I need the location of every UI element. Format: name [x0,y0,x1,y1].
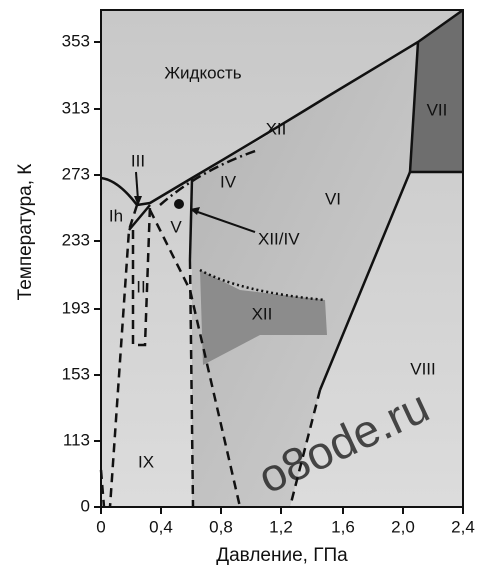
boundary [108,204,139,508]
region-vi-shade [192,42,418,507]
annotation: XII/IV [258,229,300,248]
x-tick-label: 0,8 [209,517,233,536]
boundary [188,259,195,508]
region-label: VII [427,100,448,119]
arrow-head [190,207,200,215]
y-tick-label: 113 [63,430,90,449]
arrow-head [134,196,142,206]
melting-curve [136,8,464,207]
boundary [128,204,151,231]
triple-point [174,199,184,209]
region-label: V [170,217,182,236]
x-axis-label: Давление, ГПа [216,545,348,566]
boundary [131,204,152,347]
region-label: Ih [109,206,123,225]
y-tick-label: 233 [62,230,90,249]
y-tick-label: 353 [62,31,90,50]
boundary [188,177,194,261]
x-tick-label: 2,4 [451,517,475,536]
region-label: XII [252,304,273,323]
y-tick-label: 273 [62,164,90,183]
region-label: VIII [410,359,436,378]
y-tick-label: 313 [62,98,90,117]
region-vii-shade [410,10,463,172]
boundary [318,171,412,391]
y-tick-label: 153 [62,364,90,383]
region-label: Жидкость [164,63,241,82]
region-label: VI [325,189,341,208]
x-tick-label: 1,2 [269,517,293,536]
x-tick-label: 1,6 [331,517,355,536]
arrow [135,171,139,201]
region-label: II [136,277,145,296]
x-tick-label: 2,0 [391,517,415,536]
region-label: IX [138,452,154,471]
y-axis-label: Температура, К [15,164,36,301]
x-tick-label: 0 [96,517,105,536]
xii-boundary [199,268,326,302]
region-label: III [131,151,145,170]
y-tick-label: 193 [62,298,90,317]
boundary [159,148,259,206]
boundary [288,389,322,508]
y-tick-label: 0 [81,496,90,515]
region-label: XII [266,119,287,138]
region-xii-shade [200,270,327,365]
arrow [191,209,256,233]
region-label: IV [220,172,237,191]
x-tick-label: 0,4 [149,517,173,536]
boundary [100,176,138,206]
